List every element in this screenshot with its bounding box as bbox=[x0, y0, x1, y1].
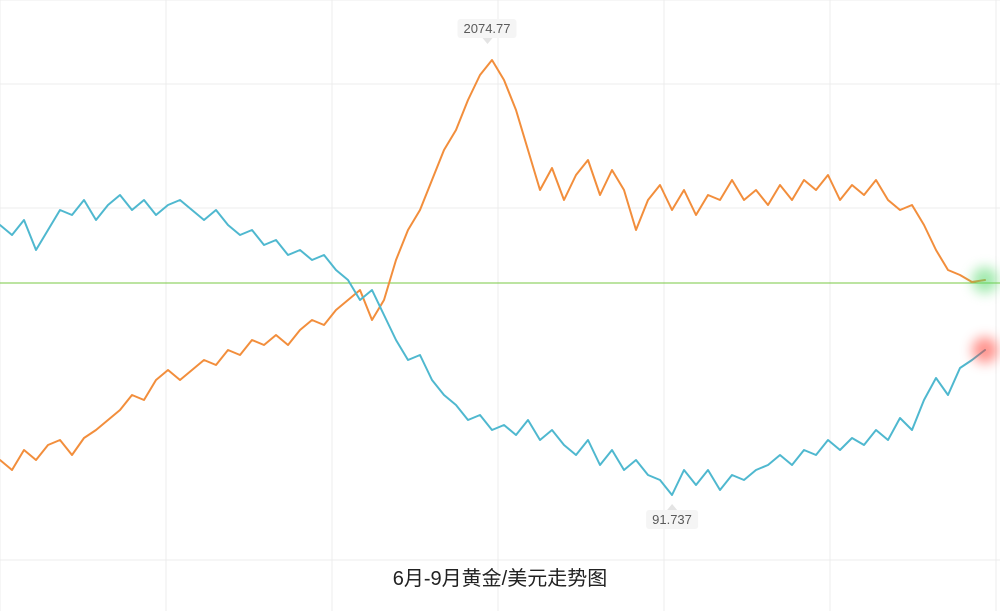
annotation-usd: 91.737 bbox=[646, 510, 698, 529]
series-usd bbox=[0, 195, 985, 495]
endpoint-glow-gold bbox=[972, 267, 998, 293]
chart-canvas bbox=[0, 0, 1000, 611]
annotation-gold: 2074.77 bbox=[458, 19, 517, 38]
gold-usd-trend-chart: 6月-9月黄金/美元走势图 2074.77 91.737 bbox=[0, 0, 1000, 611]
endpoint-glow-usd bbox=[972, 337, 998, 363]
chart-caption: 6月-9月黄金/美元走势图 bbox=[393, 562, 607, 591]
series-gold bbox=[0, 60, 985, 470]
